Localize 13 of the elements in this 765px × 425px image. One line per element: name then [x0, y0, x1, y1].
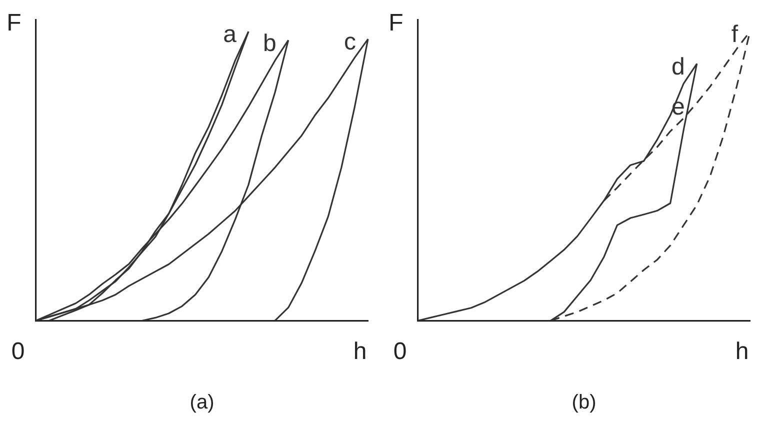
text: (b) — [572, 392, 596, 414]
series-label: f — [731, 21, 738, 48]
series-label: d — [672, 53, 685, 80]
text: 0 — [11, 338, 25, 366]
x-axis-title: h — [735, 338, 749, 366]
series-label: b — [262, 30, 276, 57]
text: (a) — [190, 392, 214, 414]
x-axis-title: h — [353, 338, 367, 366]
y-axis-title: F — [388, 10, 404, 37]
y-axis-title: F — [6, 10, 22, 37]
text: 0 — [393, 338, 407, 366]
series-label: a — [223, 21, 238, 48]
series-label: c — [344, 28, 356, 56]
